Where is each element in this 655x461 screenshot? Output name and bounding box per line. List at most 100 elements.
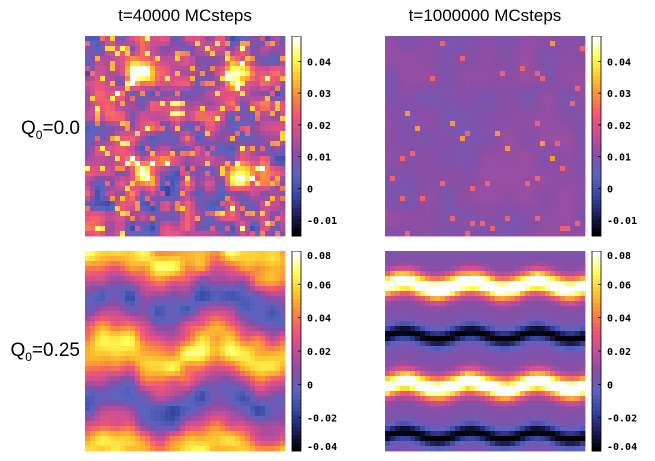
heatmap-cell xyxy=(560,221,566,227)
heatmap-cell xyxy=(425,126,431,132)
heatmap-cell xyxy=(490,146,496,152)
heatmap-cell xyxy=(135,191,141,197)
heatmap-cell xyxy=(450,166,456,172)
heatmap-cell xyxy=(175,441,181,447)
heatmap-cell xyxy=(535,101,541,107)
heatmap-cell xyxy=(215,321,221,327)
heatmap-cell xyxy=(165,221,171,227)
heatmap-cell xyxy=(130,116,136,122)
heatmap-cell xyxy=(410,211,416,217)
heatmap-cell xyxy=(140,116,146,122)
heatmap-cell xyxy=(210,436,216,442)
heatmap-cell xyxy=(565,176,571,182)
colorbar-segment xyxy=(592,176,601,181)
heatmap-cell xyxy=(470,56,476,62)
heatmap-cell xyxy=(265,406,271,412)
heatmap-cell xyxy=(420,211,426,217)
heatmap-cell xyxy=(545,41,551,47)
heatmap-cell xyxy=(85,131,91,137)
heatmap-cell xyxy=(210,46,216,52)
heatmap-cell xyxy=(465,161,471,167)
heatmap-cell xyxy=(440,206,446,212)
heatmap-cell xyxy=(280,321,286,327)
heatmap-cell xyxy=(505,176,511,182)
heatmap-cell xyxy=(150,321,156,327)
heatmap-cell xyxy=(465,146,471,152)
heatmap-cell xyxy=(105,221,111,227)
heatmap-cell xyxy=(230,406,236,412)
heatmap-cell xyxy=(385,181,391,187)
heatmap-cell xyxy=(185,106,191,112)
heatmap-cell xyxy=(565,206,571,212)
heatmap-cell xyxy=(270,406,276,412)
heatmap-cell xyxy=(280,276,286,282)
heatmap-cell xyxy=(270,71,276,77)
heatmap-cell xyxy=(160,71,166,77)
heatmap-cell xyxy=(140,341,146,347)
heatmap-cell xyxy=(530,36,536,42)
heatmap-cell xyxy=(205,216,211,222)
heatmap-cell xyxy=(405,201,411,207)
heatmap-cell xyxy=(490,176,496,182)
heatmap-cell xyxy=(140,271,146,277)
heatmap-cell xyxy=(230,141,236,147)
heatmap-cell xyxy=(410,56,416,62)
heatmap-cell xyxy=(210,166,216,172)
heatmap-cell xyxy=(505,141,511,147)
heatmap-cell xyxy=(150,201,156,207)
heatmap-cell xyxy=(105,286,111,292)
heatmap-cell xyxy=(540,196,546,202)
heatmap-cell xyxy=(235,176,241,182)
heatmap-cell xyxy=(510,66,516,72)
heatmap-cell xyxy=(145,411,151,417)
heatmap-cell xyxy=(510,131,516,137)
heatmap-cell xyxy=(220,401,226,407)
colorbar-segment xyxy=(592,52,601,57)
colorbar-segment xyxy=(592,228,601,233)
heatmap-cell xyxy=(490,196,496,202)
heatmap-cell xyxy=(410,156,416,162)
heatmap-cell xyxy=(240,261,246,267)
heatmap-cell xyxy=(190,266,196,272)
heatmap-cell xyxy=(85,61,91,67)
heatmap-cell xyxy=(195,296,201,302)
heatmap-cell xyxy=(275,156,281,162)
heatmap-cell xyxy=(255,211,261,217)
heatmap-cell xyxy=(500,56,506,62)
heatmap-cell xyxy=(110,176,116,182)
heatmap-cell xyxy=(425,186,431,192)
heatmap-cell xyxy=(555,181,561,187)
heatmap-cell xyxy=(265,276,271,282)
heatmap-cell xyxy=(180,161,186,167)
heatmap-cell xyxy=(550,201,556,207)
heatmap-cell xyxy=(505,161,511,167)
heatmap-cell xyxy=(255,206,261,212)
heatmap-cell xyxy=(240,346,246,352)
heatmap-cell xyxy=(155,336,161,342)
heatmap-cell xyxy=(85,51,91,57)
heatmap-cell xyxy=(410,116,416,122)
heatmap-cell xyxy=(155,296,161,302)
heatmap-cell xyxy=(405,91,411,97)
heatmap-cell xyxy=(405,166,411,172)
heatmap-cell xyxy=(90,196,96,202)
heatmap-cell xyxy=(110,266,116,272)
heatmap-cell xyxy=(245,136,251,142)
heatmap-cell xyxy=(530,216,536,222)
heatmap-cell xyxy=(480,71,486,77)
heatmap-cell xyxy=(400,216,406,222)
heatmap-cell xyxy=(220,201,226,207)
heatmap-cell xyxy=(425,76,431,82)
heatmap-cell xyxy=(225,131,231,137)
heatmap-cell xyxy=(245,346,251,352)
heatmap-cell xyxy=(120,221,126,227)
heatmap-cell xyxy=(230,136,236,142)
heatmap-cell xyxy=(260,216,266,222)
heatmap-cell xyxy=(220,266,226,272)
heatmap-cell xyxy=(510,71,516,77)
heatmap-cell xyxy=(110,146,116,152)
heatmap-cell xyxy=(465,41,471,47)
heatmap-cell xyxy=(90,121,96,127)
heatmap-cell xyxy=(130,346,136,352)
heatmap-cell xyxy=(465,61,471,67)
